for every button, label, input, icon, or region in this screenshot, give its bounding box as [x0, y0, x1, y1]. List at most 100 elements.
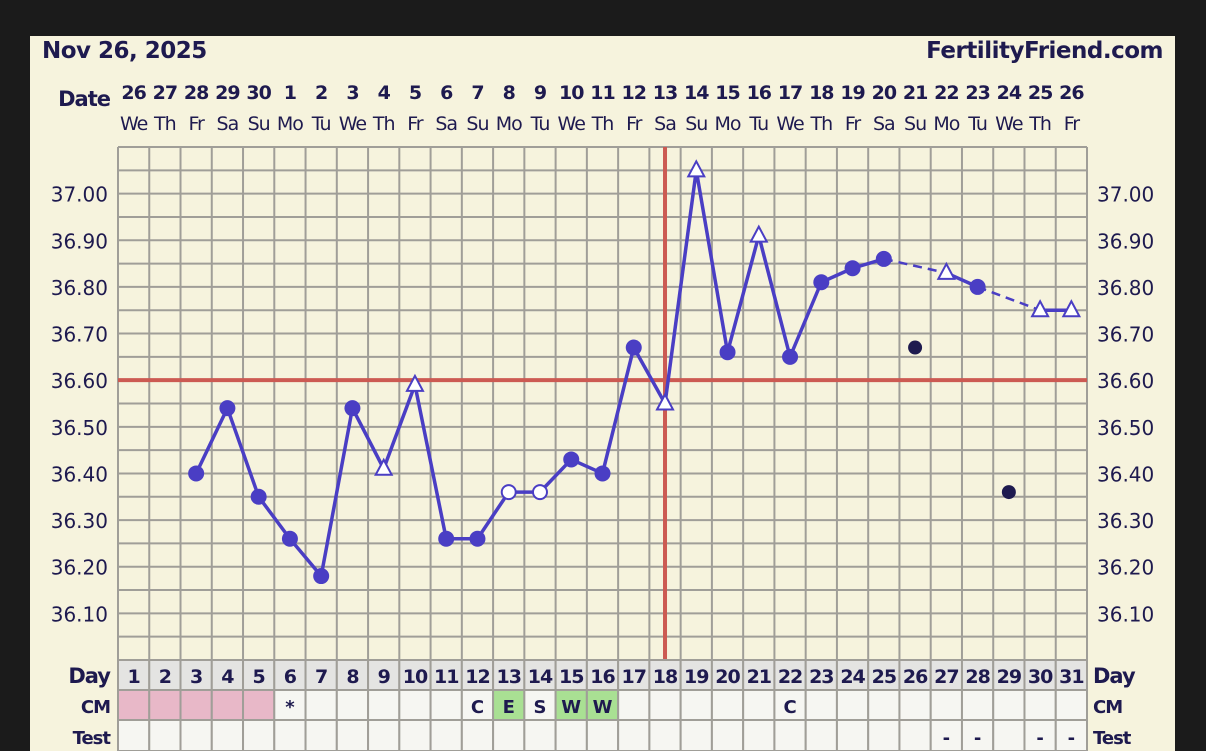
y-tick-label-left: 36.40 [51, 462, 108, 486]
test-cell [773, 719, 807, 751]
day-number: 17 [622, 666, 646, 688]
temp-point-triangle [1061, 299, 1082, 318]
weekday-label: We [339, 113, 367, 135]
cm-cell [117, 689, 151, 721]
temp-point-triangle [655, 392, 675, 411]
weekday-label: Fr [845, 113, 862, 135]
weekday-label: Sa [435, 113, 457, 135]
date-tick-label: 26 [121, 82, 146, 104]
date-tick-label: 4 [378, 82, 391, 104]
test-cell [898, 719, 932, 751]
temp-point [594, 465, 611, 482]
cm-cell [648, 689, 682, 721]
date-tick-label: 3 [346, 82, 358, 104]
date-tick-label: 1 [284, 82, 296, 104]
cm-cell [210, 689, 245, 721]
day-cell [117, 659, 151, 691]
date-tick-label: 8 [503, 82, 516, 104]
chart-date: Nov 26, 2025 [42, 38, 207, 64]
y-tick-label-left: 36.50 [51, 416, 108, 440]
temp-point-excluded [1001, 485, 1016, 500]
date-tick-label: 19 [840, 82, 864, 104]
test-cell [460, 719, 495, 751]
weekday-label: Tu [748, 113, 768, 135]
cm-cell [273, 689, 307, 721]
temp-line [288, 537, 323, 578]
temp-point [782, 348, 799, 365]
y-tick-label-right: 37.00 [1097, 183, 1154, 207]
test-cell [179, 719, 213, 751]
cm-cell [617, 689, 651, 721]
chart-panel [30, 36, 1175, 751]
day-number: 10 [403, 666, 428, 688]
date-tick-label: 6 [440, 82, 453, 104]
y-tick-label-right: 36.90 [1097, 229, 1154, 253]
y-tick-label-right: 36.80 [1097, 276, 1154, 300]
cm-value: C [471, 697, 484, 718]
temp-point [969, 278, 986, 295]
day-number: 18 [653, 666, 678, 688]
temp-point [563, 451, 580, 468]
test-cell [554, 719, 588, 751]
day-number: 29 [997, 666, 1021, 688]
date-tick-label: 29 [215, 82, 239, 104]
test-cell [617, 719, 651, 751]
day-number: 5 [253, 666, 265, 688]
day-cell [242, 659, 276, 691]
day-number: 15 [559, 666, 583, 688]
temp-point-triangle [1030, 299, 1050, 318]
date-tick-label: 9 [534, 82, 546, 104]
weekday-label: Mo [277, 113, 303, 135]
day-cell [523, 659, 557, 691]
cm-value: * [285, 697, 295, 718]
test-cell [992, 719, 1026, 751]
test-cell [804, 719, 838, 751]
test-value: - [974, 728, 981, 749]
day-row-label-left: Day [68, 664, 111, 688]
day-number: 22 [778, 666, 802, 688]
date-tick-label: 14 [684, 82, 709, 104]
day-number: 16 [590, 666, 615, 688]
cm-cell [710, 689, 745, 721]
temp-line [319, 407, 355, 577]
temp-line [694, 170, 730, 353]
weekday-label: Su [685, 113, 707, 135]
test-value: - [1036, 728, 1043, 749]
temp-point [844, 260, 861, 277]
cm-cell [804, 689, 838, 721]
y-tick-label-left: 36.80 [51, 276, 108, 300]
weekday-label: We [558, 113, 586, 135]
cm-cell [960, 689, 995, 721]
temp-point [438, 530, 455, 547]
temp-line [757, 235, 792, 358]
test-cell [742, 719, 776, 751]
date-tick-label: 13 [653, 82, 677, 104]
date-tick-label: 12 [622, 82, 646, 104]
y-tick-label-left: 36.20 [51, 556, 108, 580]
temp-point [719, 344, 736, 361]
y-tick-label-right: 36.30 [1097, 509, 1154, 533]
cm-cell [867, 689, 901, 721]
day-cell [335, 659, 370, 691]
date-tick-label: 20 [872, 82, 897, 104]
y-tick-label-right: 36.20 [1097, 556, 1154, 580]
weekday-label: Th [591, 113, 614, 135]
date-tick-label: 7 [471, 82, 483, 104]
temp-point [625, 339, 642, 356]
day-cell [710, 659, 745, 691]
day-number: 2 [159, 666, 171, 688]
cm-cell [679, 689, 713, 721]
weekday-label: We [995, 113, 1023, 135]
day-number: 14 [528, 666, 553, 688]
weekday-label: Th [153, 113, 176, 135]
cm-value: W [561, 697, 581, 718]
day-number: 13 [496, 666, 520, 688]
temp-point [344, 400, 361, 417]
day-number: 19 [684, 666, 708, 688]
y-tick-label-left: 36.60 [51, 369, 108, 393]
test-cell [648, 719, 682, 751]
cm-cell [429, 689, 463, 721]
cm-value: W [593, 697, 613, 718]
weekday-label: Sa [654, 113, 676, 135]
